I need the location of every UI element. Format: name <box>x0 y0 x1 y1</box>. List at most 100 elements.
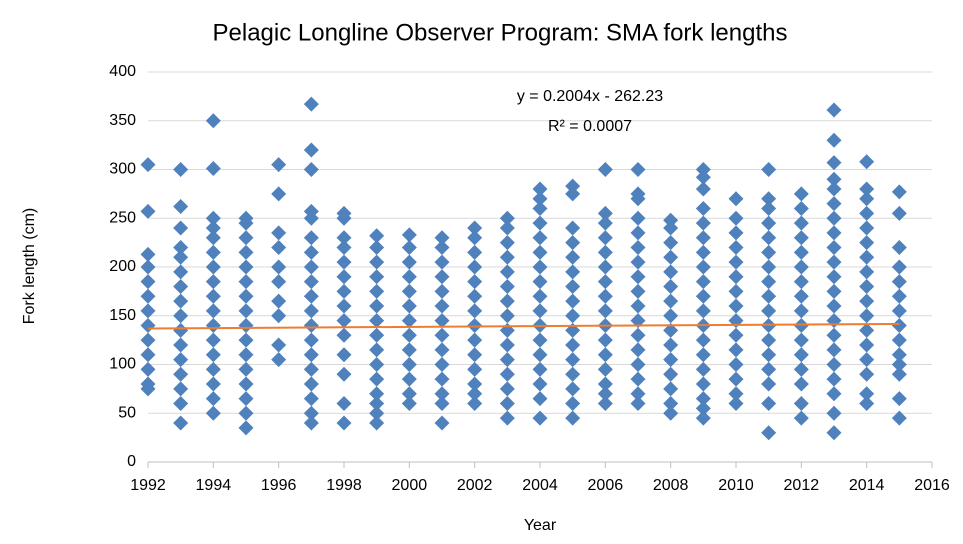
data-point <box>303 347 319 363</box>
data-point <box>793 347 809 363</box>
data-point <box>695 347 711 363</box>
data-point <box>728 240 744 255</box>
data-point <box>434 342 450 358</box>
x-tick-label: 1992 <box>130 477 166 494</box>
data-point <box>401 386 417 402</box>
data-point <box>238 361 254 377</box>
data-point <box>565 410 581 426</box>
data-point <box>859 264 875 280</box>
data-point <box>434 371 450 387</box>
data-point <box>728 254 744 270</box>
data-point <box>630 283 646 299</box>
data-point <box>336 298 352 314</box>
data-point <box>173 396 189 411</box>
data-point <box>859 293 875 309</box>
data-point <box>434 283 450 299</box>
data-point <box>140 157 156 173</box>
data-point <box>467 386 483 402</box>
data-point <box>597 361 613 377</box>
data-point <box>695 215 711 231</box>
data-point <box>793 201 809 216</box>
data-point <box>891 240 907 255</box>
data-point <box>499 366 515 382</box>
data-point <box>663 337 679 353</box>
data-point <box>891 357 907 372</box>
data-point <box>761 303 777 319</box>
data-point <box>434 313 450 329</box>
data-point <box>663 366 679 382</box>
data-point <box>891 288 907 304</box>
data-point <box>434 269 450 285</box>
data-point <box>695 201 711 216</box>
data-point <box>891 410 907 426</box>
data-point <box>761 230 777 246</box>
data-point <box>303 244 319 260</box>
data-point <box>336 230 352 246</box>
data-point <box>369 228 385 244</box>
data-point <box>369 298 385 314</box>
data-point <box>140 347 156 363</box>
data-point <box>663 322 679 338</box>
data-point <box>499 264 515 280</box>
data-point <box>532 191 548 207</box>
data-point <box>761 332 777 348</box>
data-point <box>663 249 679 265</box>
data-point <box>663 264 679 280</box>
data-point <box>205 230 221 246</box>
data-point <box>891 274 907 290</box>
data-point <box>597 396 613 411</box>
data-point <box>597 205 613 221</box>
data-point <box>695 410 711 426</box>
data-point <box>369 386 385 402</box>
data-point <box>826 342 842 358</box>
data-point <box>369 405 385 421</box>
data-point <box>597 162 613 177</box>
data-point <box>238 274 254 290</box>
data-point <box>597 376 613 392</box>
data-point <box>303 210 319 226</box>
data-point <box>597 332 613 348</box>
data-point <box>140 332 156 348</box>
data-point <box>336 240 352 255</box>
data-point <box>271 240 287 255</box>
data-point <box>695 169 711 185</box>
data-point <box>728 386 744 402</box>
data-point <box>761 215 777 231</box>
data-point <box>173 366 189 382</box>
data-point <box>565 352 581 368</box>
plot-area <box>140 96 907 441</box>
data-point <box>728 210 744 226</box>
data-point <box>173 352 189 368</box>
data-point <box>205 274 221 290</box>
data-point <box>826 155 842 171</box>
data-point <box>663 212 679 228</box>
data-point <box>695 259 711 275</box>
data-point <box>532 347 548 363</box>
data-point <box>695 361 711 377</box>
y-tick-label: 0 <box>127 453 136 470</box>
data-point <box>630 386 646 402</box>
data-point <box>793 244 809 260</box>
data-point <box>793 186 809 202</box>
data-point <box>173 240 189 255</box>
data-point <box>663 220 679 236</box>
data-point <box>303 332 319 348</box>
data-point <box>140 246 156 262</box>
data-point <box>597 259 613 275</box>
data-point <box>761 201 777 216</box>
data-point <box>891 332 907 348</box>
data-point <box>891 259 907 275</box>
data-point <box>140 203 156 219</box>
data-point <box>663 381 679 397</box>
data-point <box>238 391 254 407</box>
data-point <box>303 361 319 377</box>
data-point <box>499 352 515 368</box>
data-point <box>401 227 417 243</box>
data-point <box>532 181 548 197</box>
data-point <box>401 357 417 372</box>
data-point <box>467 376 483 392</box>
data-point <box>336 210 352 226</box>
data-point <box>630 191 646 207</box>
data-point <box>826 240 842 255</box>
data-point <box>695 230 711 246</box>
